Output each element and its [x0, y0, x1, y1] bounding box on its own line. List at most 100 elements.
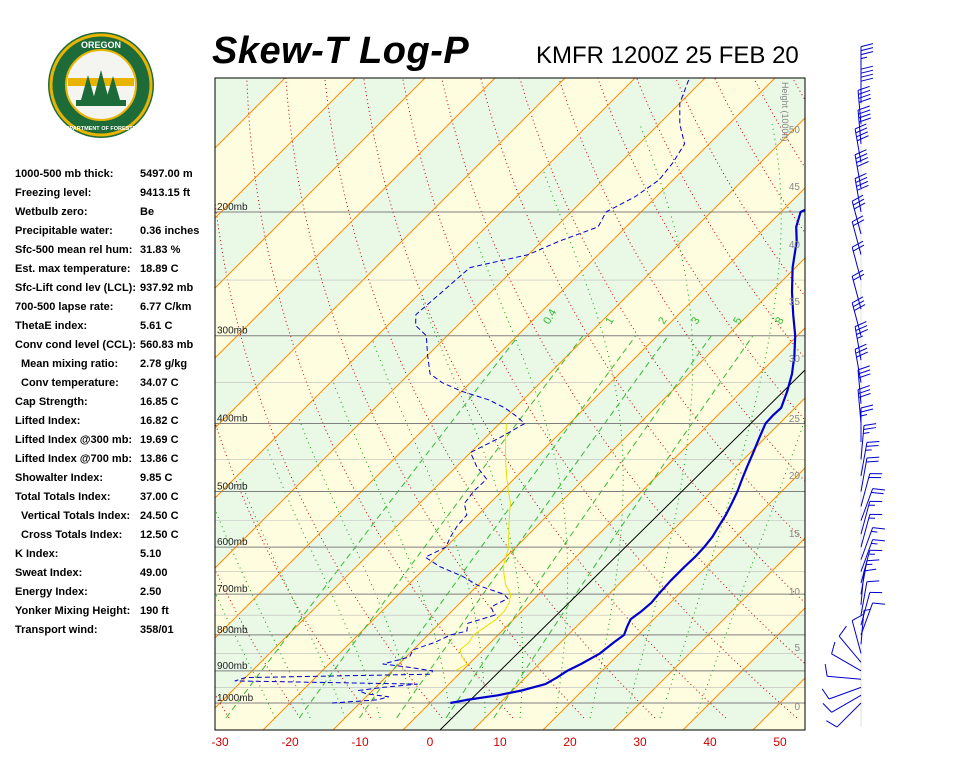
- wind-barb-flag: [858, 373, 871, 379]
- stat-label: Sfc-Lift cond lev (LCL):: [15, 282, 136, 294]
- wind-barb: [860, 580, 880, 616]
- x-tick-label: 0: [427, 735, 434, 749]
- temperature-band: [215, 78, 805, 708]
- isotherm: [0, 78, 5, 730]
- wind-barb: [860, 441, 880, 476]
- stat-label: Precipitable water:: [15, 225, 113, 237]
- wind-barb-shaft: [860, 539, 874, 572]
- wind-barb-flag: [872, 539, 885, 542]
- isotherm: [682, 607, 805, 730]
- wind-barb-flag: [858, 93, 871, 99]
- wind-barb-flag: [855, 347, 868, 354]
- wind-barb-flag: [866, 456, 880, 459]
- wind-barb-flag: [855, 176, 868, 183]
- height-tick-label: 0: [794, 702, 800, 713]
- x-tick-label: 30: [633, 735, 647, 749]
- isotherm: [215, 117, 805, 709]
- plot-border: [214, 77, 806, 731]
- wind-barb: [860, 527, 885, 560]
- stat-row: Wetbulb zero: Be: [15, 206, 215, 225]
- stat-row: Precipitable water: 0.36 inches: [15, 225, 215, 244]
- wind-barb-flag: [851, 614, 864, 622]
- wind-barb-flag: [863, 568, 877, 572]
- wind-barb-flag: [851, 269, 864, 277]
- isotherm: [542, 467, 805, 730]
- stat-label: K Index:: [15, 548, 59, 560]
- dry-adiabat: [827, 1, 960, 718]
- wind-barb-flag: [854, 173, 867, 179]
- wind-barb-flag: [855, 127, 868, 134]
- stat-label: Vertical Totals Index:: [21, 510, 131, 522]
- moist-adiabat: [420, 297, 523, 718]
- wind-barb: [854, 149, 869, 189]
- wind-barb-shaft: [854, 349, 862, 383]
- wind-barb-flag: [831, 641, 836, 654]
- wind-barb-flag: [852, 198, 865, 206]
- wind-barb: [860, 65, 874, 104]
- dry-adiabat: [791, 1, 960, 718]
- isotherm: [0, 78, 145, 730]
- wind-barb-flag: [851, 240, 864, 248]
- wind-barb-shaft: [851, 221, 862, 255]
- pressure-label: 200mb: [217, 202, 248, 213]
- wind-barb: [860, 473, 883, 507]
- stat-value: 9.85 C: [140, 472, 173, 484]
- wind-barb-half-flag: [871, 530, 878, 533]
- stat-label: 1000-500 mb thick:: [15, 168, 114, 180]
- wind-barb-shaft: [831, 653, 862, 672]
- moist-adiabat: [543, 171, 624, 718]
- wind-barb-flag: [854, 304, 866, 312]
- wind-barb-flag: [860, 404, 874, 409]
- wind-barb-flag: [857, 365, 870, 371]
- wind-barb-flag: [851, 194, 864, 202]
- wind-barb-flag: [826, 720, 838, 728]
- height-tick-label: 35: [789, 297, 801, 308]
- stat-value: 9413.15 ft: [140, 187, 191, 199]
- isotherm: [262, 187, 805, 730]
- moist-adiabat: [215, 591, 276, 719]
- wind-barb-shaft: [860, 488, 874, 521]
- wind-barb-flag: [866, 460, 879, 463]
- stat-row: Freezing level: 9413.15 ft: [15, 187, 215, 206]
- stat-row: Sweat Index: 49.00: [15, 567, 215, 586]
- stat-row: ThetaE index: 5.61 C: [15, 320, 215, 339]
- stat-value: 358/01: [140, 624, 174, 636]
- stat-value: 31.83 %: [140, 244, 181, 256]
- stat-value: 34.07 C: [140, 377, 179, 389]
- wind-barb-flag: [858, 89, 871, 95]
- stat-row: K Index: 5.10: [15, 548, 215, 567]
- x-tick-label: 10: [493, 735, 507, 749]
- stat-label: Total Totals Index:: [15, 491, 111, 503]
- pressure-label: 500mb: [217, 482, 248, 493]
- mixing-ratio-label: 2: [656, 315, 669, 326]
- wind-barb-shaft: [827, 675, 862, 680]
- stat-label: Sweat Index:: [15, 567, 83, 579]
- stat-row: Total Totals Index: 37.00 C: [15, 491, 215, 510]
- wind-barb-flag: [866, 444, 879, 447]
- wind-barb-shaft: [854, 178, 862, 213]
- mixing-ratio-label: 5: [731, 315, 744, 326]
- wind-barb-flag: [872, 488, 885, 491]
- wind-barb: [851, 614, 864, 654]
- wind-barb: [860, 513, 883, 548]
- wind-barb: [860, 423, 877, 460]
- height-tick-label: 50: [789, 125, 801, 136]
- wind-barb-flag: [856, 180, 868, 187]
- wind-barb-shaft: [828, 686, 862, 700]
- stat-value: 12.50 C: [140, 529, 179, 541]
- wind-barb-shaft: [860, 442, 868, 476]
- wind-barb-shaft: [831, 694, 862, 713]
- stat-label: Mean mixing ratio:: [21, 358, 119, 370]
- stat-label: Showalter Index:: [15, 472, 104, 484]
- dry-adiabat: [402, 78, 798, 719]
- stat-value: 5497.00 m: [140, 168, 193, 180]
- wind-barb: [854, 123, 869, 163]
- wind-barb-flag: [860, 65, 874, 70]
- stat-row: Yonker Mixing Height: 190 ft: [15, 605, 215, 624]
- wind-barb-shaft: [860, 602, 874, 636]
- wind-barb-flag: [866, 559, 880, 562]
- plot-area: 0.4 1 2 3 5 8: [0, 1, 960, 730]
- wind-barb-flag: [858, 369, 871, 375]
- stat-value: 560.83 mb: [140, 339, 194, 351]
- wind-barb-flag: [854, 343, 867, 350]
